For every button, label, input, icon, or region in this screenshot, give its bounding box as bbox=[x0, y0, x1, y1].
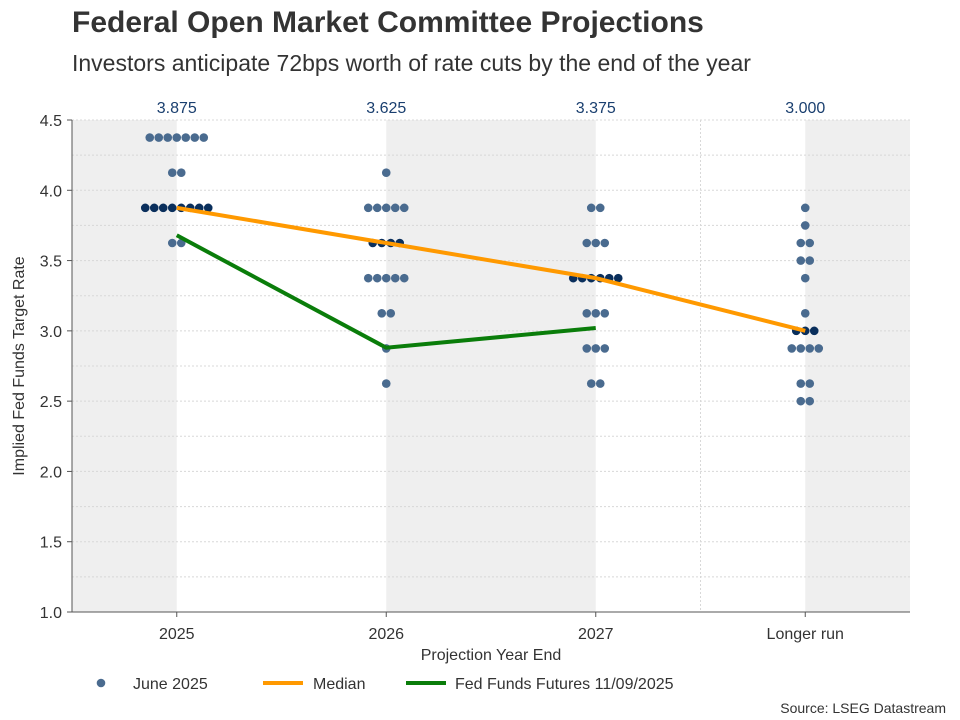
dot bbox=[805, 379, 815, 388]
x-tick-label: Longer run bbox=[767, 626, 844, 643]
y-tick-label: 1.0 bbox=[40, 605, 62, 622]
dot bbox=[586, 379, 596, 388]
median-label: 3.000 bbox=[785, 100, 825, 117]
x-tick-label: 2026 bbox=[368, 626, 404, 643]
dot bbox=[172, 133, 182, 142]
dot bbox=[167, 203, 177, 213]
dot bbox=[158, 203, 168, 213]
dot bbox=[591, 308, 601, 318]
median-label: 3.375 bbox=[576, 100, 616, 117]
source-note: Source: LSEG Datastream bbox=[780, 700, 946, 716]
dot bbox=[800, 221, 810, 230]
y-tick-label: 3.5 bbox=[40, 254, 62, 271]
dot bbox=[586, 203, 596, 213]
dot bbox=[381, 273, 391, 283]
y-tick-label: 3.0 bbox=[40, 324, 62, 341]
dot bbox=[390, 203, 400, 213]
dot bbox=[613, 273, 623, 283]
y-tick-label: 1.5 bbox=[40, 535, 62, 552]
dot bbox=[163, 133, 173, 142]
dot bbox=[814, 344, 824, 353]
dot bbox=[145, 133, 155, 142]
dot bbox=[381, 203, 391, 213]
dot bbox=[149, 203, 159, 213]
dot bbox=[805, 256, 815, 265]
dot bbox=[199, 133, 209, 142]
legend-dot-marker bbox=[96, 678, 106, 688]
median-label: 3.875 bbox=[157, 100, 197, 117]
dot bbox=[363, 203, 373, 213]
dot bbox=[600, 238, 610, 248]
dot bbox=[154, 133, 164, 142]
dot bbox=[363, 273, 373, 283]
dot bbox=[796, 256, 806, 265]
dot bbox=[377, 308, 387, 318]
dot bbox=[805, 344, 815, 353]
dot bbox=[582, 238, 592, 248]
y-tick-label: 2.5 bbox=[40, 394, 62, 411]
dot bbox=[386, 308, 396, 318]
dot bbox=[167, 238, 177, 248]
dot bbox=[390, 273, 400, 283]
dot bbox=[381, 379, 391, 388]
dot bbox=[600, 308, 610, 318]
dot bbox=[591, 344, 601, 353]
dot bbox=[787, 344, 797, 353]
dot bbox=[800, 273, 810, 283]
dot bbox=[600, 344, 610, 353]
legend-label-median: Median bbox=[313, 676, 365, 693]
dot bbox=[372, 273, 382, 283]
dot bbox=[190, 133, 200, 142]
x-tick-label: 2025 bbox=[159, 626, 195, 643]
dot bbox=[800, 203, 810, 213]
futures-line bbox=[175, 233, 596, 350]
y-tick-label: 4.5 bbox=[40, 113, 62, 130]
dot bbox=[176, 168, 186, 178]
legend-label-june: June 2025 bbox=[133, 676, 208, 693]
dot bbox=[805, 396, 815, 406]
dot bbox=[582, 308, 592, 318]
dot bbox=[595, 203, 605, 213]
y-tick-label: 4.0 bbox=[40, 183, 62, 200]
x-tick-label: 2027 bbox=[578, 626, 614, 643]
median-line bbox=[176, 205, 806, 333]
dot bbox=[800, 308, 810, 318]
x-axis-label: Projection Year End bbox=[421, 647, 562, 664]
dot bbox=[809, 326, 819, 336]
y-axis-label: Implied Fed Funds Target Rate bbox=[11, 256, 28, 475]
chart-title: Federal Open Market Committee Projection… bbox=[72, 6, 704, 39]
dot bbox=[805, 238, 815, 248]
chart-subtitle: Investors anticipate 72bps worth of rate… bbox=[72, 50, 751, 76]
dot bbox=[381, 168, 391, 178]
dot bbox=[203, 203, 213, 213]
dot bbox=[582, 344, 592, 353]
dot bbox=[167, 168, 177, 178]
dot bbox=[796, 238, 806, 248]
dot bbox=[140, 203, 150, 213]
dot bbox=[399, 273, 409, 283]
dot bbox=[591, 238, 601, 248]
dot bbox=[796, 379, 806, 388]
median-label: 3.625 bbox=[366, 100, 406, 117]
dot bbox=[796, 344, 806, 353]
legend-label-futures: Fed Funds Futures 11/09/2025 bbox=[455, 676, 674, 693]
dot bbox=[796, 396, 806, 406]
y-tick-label: 2.0 bbox=[40, 464, 62, 481]
dot bbox=[399, 203, 409, 213]
dot bbox=[181, 133, 191, 142]
dot bbox=[372, 203, 382, 213]
dot bbox=[595, 379, 605, 388]
